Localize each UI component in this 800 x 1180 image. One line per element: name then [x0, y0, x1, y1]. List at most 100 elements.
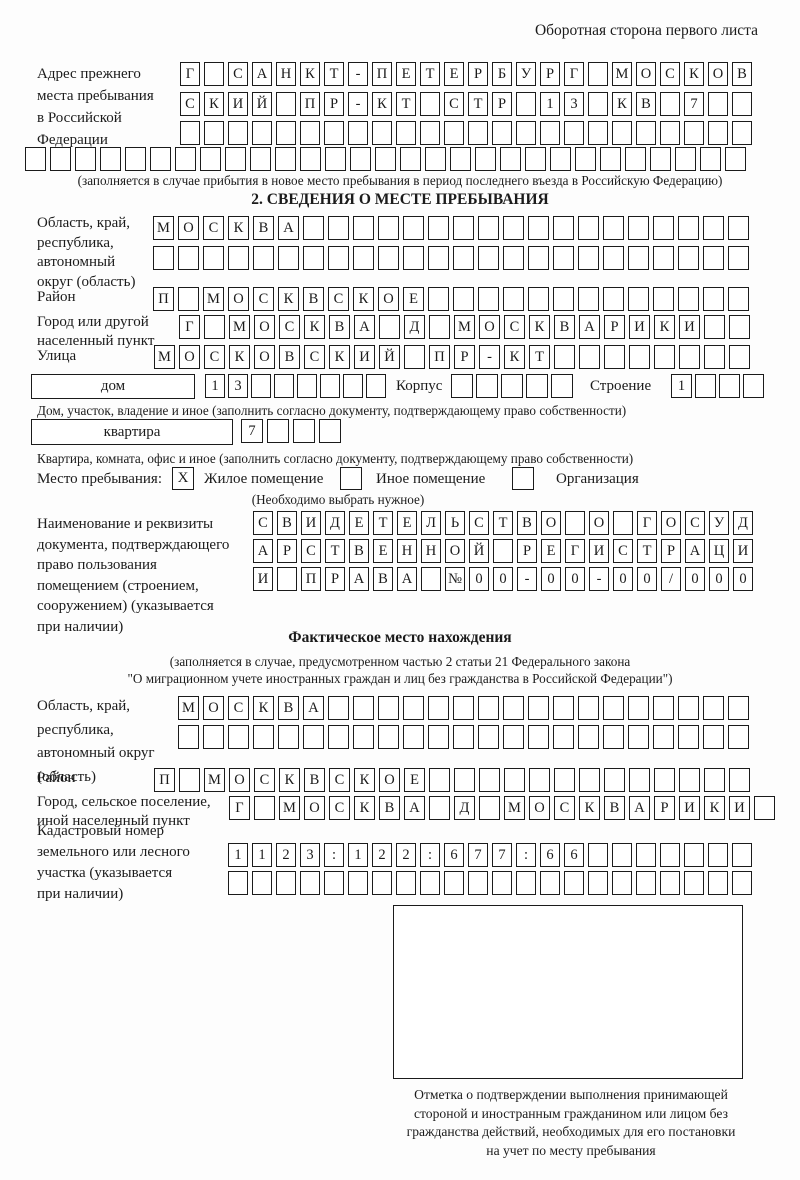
char-cell [378, 696, 399, 720]
char-cell: С [228, 696, 249, 720]
char-cell: 1 [348, 843, 368, 867]
char-cell [403, 246, 424, 270]
prev-address-label-line: места пребывания [37, 88, 154, 104]
char-cell [578, 216, 599, 240]
char-cell [579, 345, 600, 369]
char-cell [420, 92, 440, 116]
stay-place-label: Место пребывания: [37, 471, 162, 487]
char-cell [578, 696, 599, 720]
char-cell [428, 216, 449, 240]
char-cell: 3 [228, 374, 248, 398]
char-cell: А [404, 796, 425, 820]
char-cell [403, 696, 424, 720]
char-cell [75, 147, 96, 171]
char-cell [429, 796, 450, 820]
char-cell [396, 121, 416, 145]
char-cell [525, 147, 546, 171]
char-cell: № [445, 567, 465, 591]
char-cell: А [629, 796, 650, 820]
char-cell [554, 345, 575, 369]
char-cell [564, 121, 584, 145]
district-label: Район [37, 289, 76, 305]
prev-address-label-line: в Российской [37, 110, 122, 126]
char-cell: К [204, 92, 224, 116]
char-cell: К [229, 345, 250, 369]
char-cell: В [554, 315, 575, 339]
char-cell [628, 216, 649, 240]
char-cell [420, 121, 440, 145]
char-cell [203, 725, 224, 749]
house-caption: Дом, участок, владение и иное (заполнить… [37, 403, 627, 418]
char-cell [276, 121, 296, 145]
house-box: дом [31, 374, 195, 399]
char-cell [703, 696, 724, 720]
char-cell [276, 871, 296, 895]
char-cell [303, 725, 324, 749]
char-cell [565, 511, 585, 535]
char-cell: К [228, 216, 249, 240]
char-cell: 0 [637, 567, 657, 591]
char-cell: О [661, 511, 681, 535]
char-cell [528, 246, 549, 270]
char-cell [428, 246, 449, 270]
char-cell: М [154, 345, 175, 369]
char-cell: К [300, 62, 320, 86]
char-cell: Р [325, 567, 345, 591]
char-cell [378, 246, 399, 270]
char-cell: : [516, 843, 536, 867]
char-cell [719, 374, 740, 398]
char-cell: В [279, 345, 300, 369]
char-cell: О [203, 696, 224, 720]
stamp-caption-line: стороной и иностранным гражданином или л… [414, 1105, 728, 1121]
char-cell: В [253, 216, 274, 240]
char-cell [529, 768, 550, 792]
char-cell: 0 [685, 567, 705, 591]
char-cell: Р [324, 92, 344, 116]
char-cell: Р [604, 315, 625, 339]
char-cell [250, 147, 271, 171]
char-cell [404, 345, 425, 369]
char-cell [277, 567, 297, 591]
char-cell: Ц [709, 539, 729, 563]
char-cell: 7 [468, 843, 488, 867]
char-cell [353, 696, 374, 720]
char-cell [348, 121, 368, 145]
char-cell: : [324, 843, 344, 867]
char-cell [526, 374, 548, 398]
char-cell: 3 [300, 843, 320, 867]
char-cell [678, 725, 699, 749]
char-cell: Е [349, 511, 369, 535]
char-cell: М [504, 796, 525, 820]
char-cell [453, 725, 474, 749]
char-cell: Р [468, 62, 488, 86]
cadastral-label: Кадастровый номер земельного или лесного… [37, 821, 190, 905]
prev-address-row-4 [25, 147, 746, 171]
char-cell: С [554, 796, 575, 820]
char-cell: К [504, 345, 525, 369]
char-cell [503, 246, 524, 270]
actual-region-label-line: Область, край, [37, 698, 131, 714]
char-cell [428, 696, 449, 720]
char-cell [425, 147, 446, 171]
char-cell: И [679, 315, 700, 339]
cadastral-label-line: участка (указывается [37, 865, 173, 881]
char-cell: Т [396, 92, 416, 116]
region-label-line: Область, край, [37, 215, 131, 231]
char-cell [708, 121, 728, 145]
char-cell [50, 147, 71, 171]
char-cell [588, 843, 608, 867]
actual-city-label-line: иной населенный пункт [37, 812, 190, 829]
char-cell [553, 287, 574, 311]
char-cell [578, 725, 599, 749]
region-label-line: республика, [37, 234, 114, 251]
char-cell: Е [403, 287, 424, 311]
char-cell [603, 287, 624, 311]
char-cell [603, 696, 624, 720]
char-cell: Г [637, 511, 657, 535]
char-cell: К [329, 345, 350, 369]
char-cell: С [301, 539, 321, 563]
char-cell: 6 [444, 843, 464, 867]
